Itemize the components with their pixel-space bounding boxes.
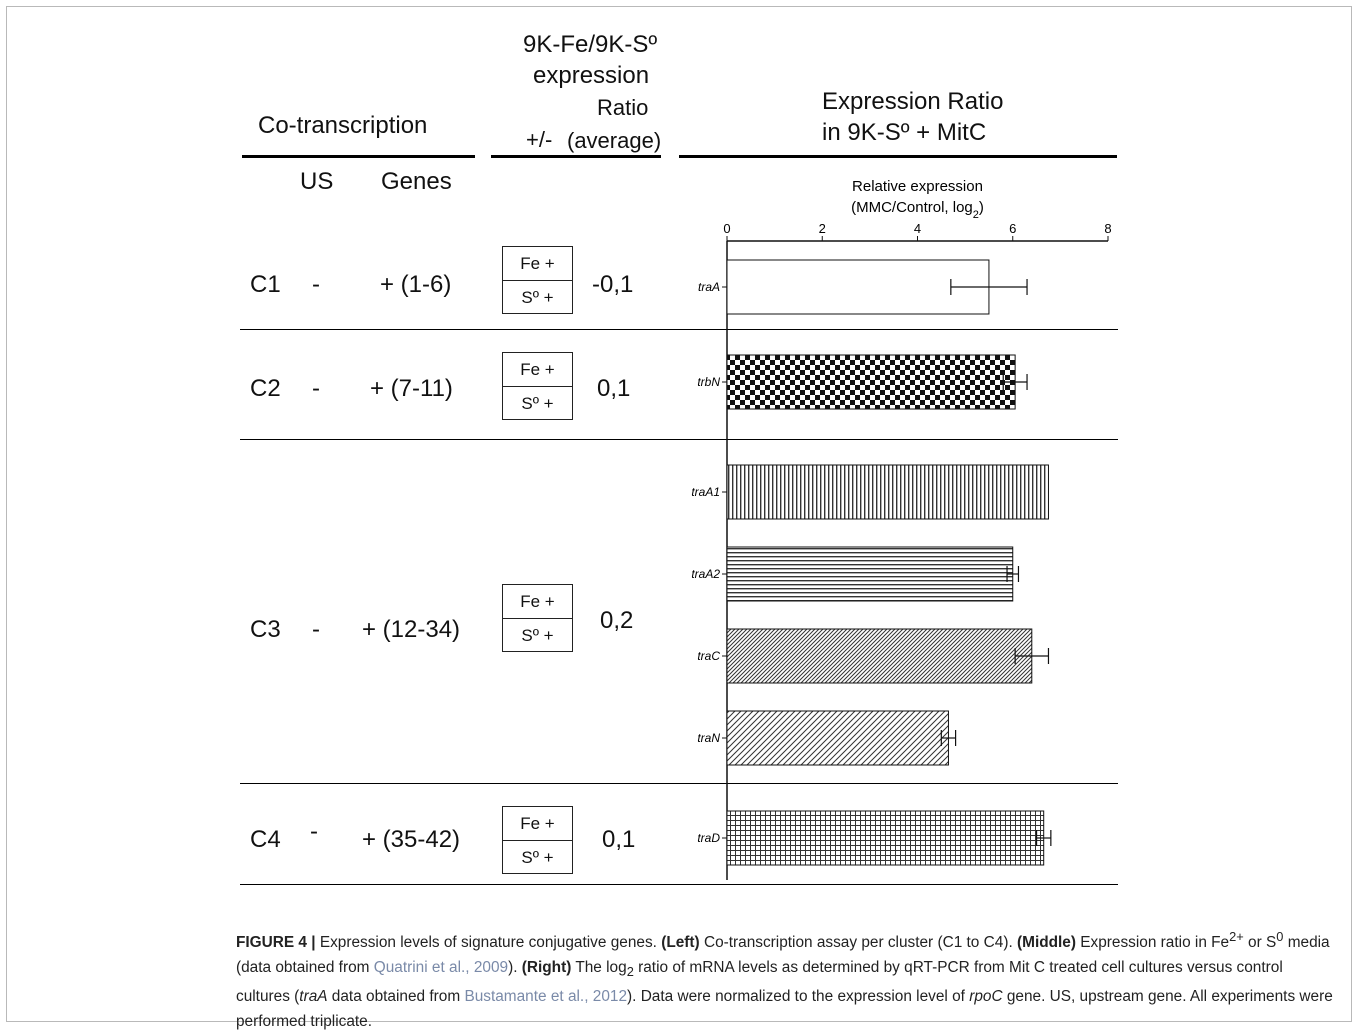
caption-text-2: Co-transcription assay per cluster (C1 t…: [699, 934, 1017, 952]
middle-header-ratio: Ratio: [597, 95, 649, 120]
caption-italic-1: traA: [299, 988, 328, 1006]
caption-text-8: ratio of mRNA levels as determined by qR…: [236, 959, 1283, 1006]
genes-value-c2: + (7-11): [370, 375, 453, 402]
caption-text-10: ). Data were normalized to the expressio…: [627, 988, 970, 1006]
fe-s-box-c3: Fe + Sº +: [502, 584, 573, 652]
x-tick-label: 2: [819, 221, 826, 236]
x-tick-label: 4: [914, 221, 921, 236]
s-label: Sº +: [521, 848, 554, 867]
caption-sub-1: 2: [626, 964, 634, 980]
right-header-line1: Expression Ratio: [822, 88, 1004, 115]
caption-text-1: Expression levels of signature conjugati…: [315, 934, 662, 952]
us-value-c1: -: [312, 271, 320, 298]
caption-right-label: (Right): [521, 959, 572, 977]
right-header-rule: [679, 155, 1117, 158]
us-column-header: US: [300, 168, 334, 195]
category-label-traA: traA: [698, 280, 720, 294]
fe-label: Fe +: [503, 807, 572, 841]
figure-caption: FIGURE 4 | Expression levels of signatur…: [236, 924, 1336, 1034]
ratio-value-c1: -0,1: [592, 271, 634, 298]
row-separator-2: [240, 439, 1118, 440]
middle-header-rule: [491, 155, 661, 158]
category-label-traN: traN: [697, 731, 720, 745]
x-tick-label: 8: [1104, 221, 1111, 236]
x-tick-label: 0: [723, 221, 730, 236]
ratio-value-c4: 0,1: [602, 826, 636, 853]
genes-value-c1: + (1-6): [380, 271, 452, 298]
fe-s-box-c2: Fe + Sº +: [502, 352, 573, 420]
ratio-value-c2: 0,1: [597, 375, 631, 402]
caption-text-9: data obtained from: [327, 988, 465, 1006]
bar-traA2: [726, 546, 1014, 602]
us-value-c4: -: [310, 818, 318, 845]
us-value-c2: -: [312, 375, 320, 402]
caption-text-5: media (data obtained from: [236, 934, 1330, 977]
us-value-c3: -: [312, 616, 320, 643]
row-separator-3: [240, 783, 1118, 784]
category-label-traC: traC: [697, 649, 720, 663]
chart-title-line2: (MMC/Control, log2): [851, 199, 984, 221]
caption-sup-2: 0: [1276, 929, 1284, 944]
category-label-traA2: traA2: [691, 567, 720, 581]
middle-header-plusminus: +/-: [526, 127, 553, 152]
caption-middle-label: (Middle): [1017, 934, 1076, 952]
bar-traN: [726, 710, 949, 766]
bar-traA1: [726, 464, 1049, 520]
caption-italic-2: rpoC: [969, 988, 1003, 1006]
genes-column-header: Genes: [381, 168, 452, 195]
left-header-rule: [242, 155, 475, 158]
category-label-traD: traD: [697, 831, 720, 845]
caption-text-11: gene. US, upstream gene. All experiments…: [236, 988, 1333, 1031]
right-header-line2: in 9K-Sº + MitC: [822, 119, 987, 146]
fe-s-box-c1: Fe + Sº +: [502, 246, 573, 314]
fe-label: Fe +: [503, 247, 572, 281]
fe-label: Fe +: [503, 353, 572, 387]
bar-trbN: [726, 354, 1016, 410]
caption-text-6: ).: [508, 959, 522, 977]
fe-s-box-c4: Fe + Sº +: [502, 806, 573, 874]
fe-label: Fe +: [503, 585, 572, 619]
bar-traC: [726, 628, 1033, 684]
chart-title-line1: Relative expression: [852, 178, 983, 195]
caption-reference-1[interactable]: Quatrini et al., 2009: [373, 959, 509, 977]
middle-header-line1: 9K-Fe/9K-Sº: [523, 31, 658, 58]
caption-text-7: The log: [571, 959, 627, 977]
caption-sup-1: 2+: [1229, 929, 1244, 944]
cluster-label-c3: C3: [250, 616, 281, 643]
category-label-traA1: traA1: [691, 485, 720, 499]
caption-reference-2[interactable]: Bustamante et al., 2012: [464, 988, 628, 1006]
x-tick-label: 6: [1009, 221, 1016, 236]
cotranscription-header: Co-transcription: [258, 112, 428, 139]
cluster-label-c1: C1: [250, 271, 281, 298]
caption-text-4: or S: [1243, 934, 1277, 952]
middle-header-average: (average): [567, 128, 662, 153]
s-label: Sº +: [521, 626, 554, 645]
bar-traA: [726, 259, 990, 315]
category-label-trbN: trbN: [697, 375, 720, 389]
caption-label: FIGURE 4 |: [236, 934, 316, 952]
caption-text-3: Expression ratio in Fe: [1076, 934, 1230, 952]
row-separator-1: [240, 329, 1118, 330]
s-label: Sº +: [521, 394, 554, 413]
genes-value-c3: + (12-34): [362, 616, 461, 643]
ratio-value-c3: 0,2: [600, 607, 634, 634]
genes-value-c4: + (35-42): [362, 826, 461, 853]
s-label: Sº +: [521, 288, 554, 307]
bar-traD: [726, 810, 1045, 866]
cluster-label-c4: C4: [250, 826, 281, 853]
figure-frame: [6, 6, 1352, 1022]
middle-header-line2: expression: [533, 62, 650, 89]
cluster-label-c2: C2: [250, 375, 281, 402]
row-separator-bottom: [240, 884, 1118, 885]
caption-left-label: (Left): [661, 934, 700, 952]
